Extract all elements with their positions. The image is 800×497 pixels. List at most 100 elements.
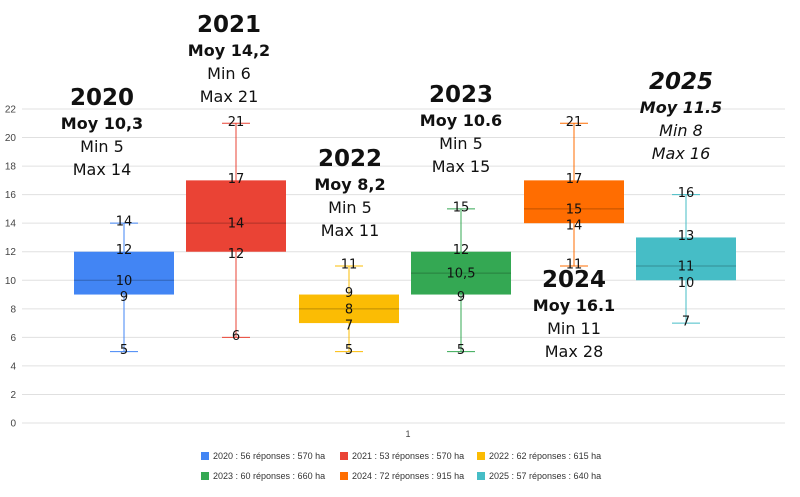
legend-item: 2024 : 72 réponses : 915 ha (340, 471, 464, 481)
value-label: 6 (232, 329, 240, 344)
value-label: 9 (345, 286, 353, 301)
annotation-2022: 2022 Moy 8,2 Min 5 Max 11 (314, 146, 385, 240)
y-tick-label: 20 (5, 133, 17, 144)
annotation-min: Min 5 (439, 134, 483, 153)
value-label: 17 (228, 172, 245, 187)
annotation-min: Min 5 (80, 137, 124, 156)
value-label: 21 (566, 115, 583, 130)
annotation-min: Min 8 (659, 121, 703, 140)
annotation-mean: Moy 10.6 (420, 111, 502, 130)
annotation-min: Min 5 (328, 198, 372, 217)
value-label: 12 (116, 243, 133, 258)
value-label: 5 (457, 343, 465, 358)
legend-swatch (477, 472, 485, 480)
y-tick-label: 10 (5, 276, 17, 287)
box-rect (636, 237, 736, 281)
box-rect (524, 180, 624, 224)
y-tick-label: 4 (10, 361, 16, 372)
annotation-mean: Moy 8,2 (314, 175, 385, 194)
value-label: 11 (678, 260, 695, 275)
legend-label: 2023 : 60 réponses : 660 ha (213, 471, 325, 481)
box-labels-2: 21 17 14 12 6 (228, 115, 245, 344)
legend-item: 2021 : 53 réponses : 570 ha (340, 451, 464, 461)
value-labels: 14121095211714126119875151210,5952117151… (116, 115, 695, 358)
value-label: 17 (566, 172, 583, 187)
legend-label: 2020 : 56 réponses : 570 ha (213, 451, 325, 461)
legend-item: 2023 : 60 réponses : 660 ha (201, 471, 325, 481)
value-label: 10 (678, 276, 695, 291)
legend-swatch (340, 452, 348, 460)
box-rect (411, 251, 511, 295)
legend: 2020 : 56 réponses : 570 ha 2021 : 53 rép… (201, 451, 601, 481)
y-tick-label: 2 (10, 390, 16, 401)
annotation-2024: 2024 Moy 16.1 Min 11 Max 28 (533, 267, 615, 361)
value-label: 7 (682, 315, 690, 330)
legend-swatch (477, 452, 485, 460)
y-tick-label: 14 (5, 219, 17, 230)
x-category-label: 1 (405, 429, 410, 439)
value-label: 21 (228, 115, 245, 130)
value-label: 8 (345, 302, 353, 317)
annotation-max: Max 14 (73, 160, 132, 179)
y-tick-label: 6 (10, 333, 16, 344)
y-tick-label: 12 (5, 247, 17, 258)
box-4 (411, 208, 511, 353)
annotation-year: 2021 (197, 12, 261, 38)
value-label: 14 (116, 215, 133, 230)
box-2 (186, 122, 286, 338)
legend-label: 2021 : 53 réponses : 570 ha (352, 451, 464, 461)
value-label: 15 (453, 200, 470, 215)
annotation-max: Max 15 (432, 157, 491, 176)
value-label: 15 (566, 202, 583, 217)
value-label: 14 (228, 217, 245, 232)
box-3 (299, 265, 399, 353)
legend-item: 2025 : 57 réponses : 640 ha (477, 471, 601, 481)
value-label: 12 (228, 247, 245, 262)
box-labels-5: 21 17 15 14 11 (566, 115, 583, 273)
box-5 (524, 122, 624, 267)
value-label: 9 (120, 290, 128, 305)
value-label: 11 (566, 258, 583, 273)
annotation-year: 2022 (318, 146, 382, 172)
y-axis: 0 2 4 6 8 10 12 14 16 18 20 22 (5, 105, 17, 430)
value-label: 5 (120, 343, 128, 358)
annotation-year: 2023 (429, 82, 493, 108)
legend-swatch (201, 452, 209, 460)
value-label: 10,5 (447, 267, 476, 282)
box-labels-4: 15 12 10,5 9 5 (447, 200, 476, 358)
y-tick-label: 18 (5, 162, 17, 173)
annotation-2020: 2020 Moy 10,3 Min 5 Max 14 (61, 85, 143, 179)
annotation-min: Min 6 (207, 64, 251, 83)
value-label: 9 (457, 290, 465, 305)
y-tick-label: 22 (5, 105, 17, 116)
value-label: 7 (345, 319, 353, 334)
annotations: 2020 Moy 10,3 Min 5 Max 14 2021 Moy 14,2 Min 6… (61, 12, 722, 361)
annotation-max: Max 16 (652, 144, 711, 163)
value-label: 14 (566, 219, 583, 234)
annotation-mean: Moy 10,3 (61, 114, 143, 133)
y-tick-label: 8 (10, 304, 16, 315)
annotation-mean: Moy 16.1 (533, 296, 615, 315)
legend-swatch (201, 472, 209, 480)
value-label: 12 (453, 243, 470, 258)
box-labels-3: 11 98 7 5 (341, 258, 358, 359)
box-labels-1: 14 12 109 5 (116, 215, 133, 358)
legend-item: 2020 : 56 réponses : 570 ha (201, 451, 325, 461)
box-rect (186, 180, 286, 252)
legend-swatch (340, 472, 348, 480)
annotation-year: 2025 (649, 69, 713, 95)
legend-label: 2024 : 72 réponses : 915 ha (352, 471, 464, 481)
annotation-max: Max 11 (321, 221, 380, 240)
annotation-year: 2020 (70, 85, 134, 111)
annotation-2023: 2023 Moy 10.6 Min 5 Max 15 (420, 82, 502, 176)
annotation-2021: 2021 Moy 14,2 Min 6 Max 21 (188, 12, 270, 106)
legend-item: 2022 : 62 réponses : 615 ha (477, 451, 601, 461)
value-label: 10 (116, 274, 133, 289)
y-tick-label: 0 (10, 419, 16, 430)
legend-label: 2025 : 57 réponses : 640 ha (489, 471, 601, 481)
y-tick-label: 16 (5, 190, 17, 201)
annotation-min: Min 11 (547, 319, 601, 338)
legend-label: 2022 : 62 réponses : 615 ha (489, 451, 601, 461)
